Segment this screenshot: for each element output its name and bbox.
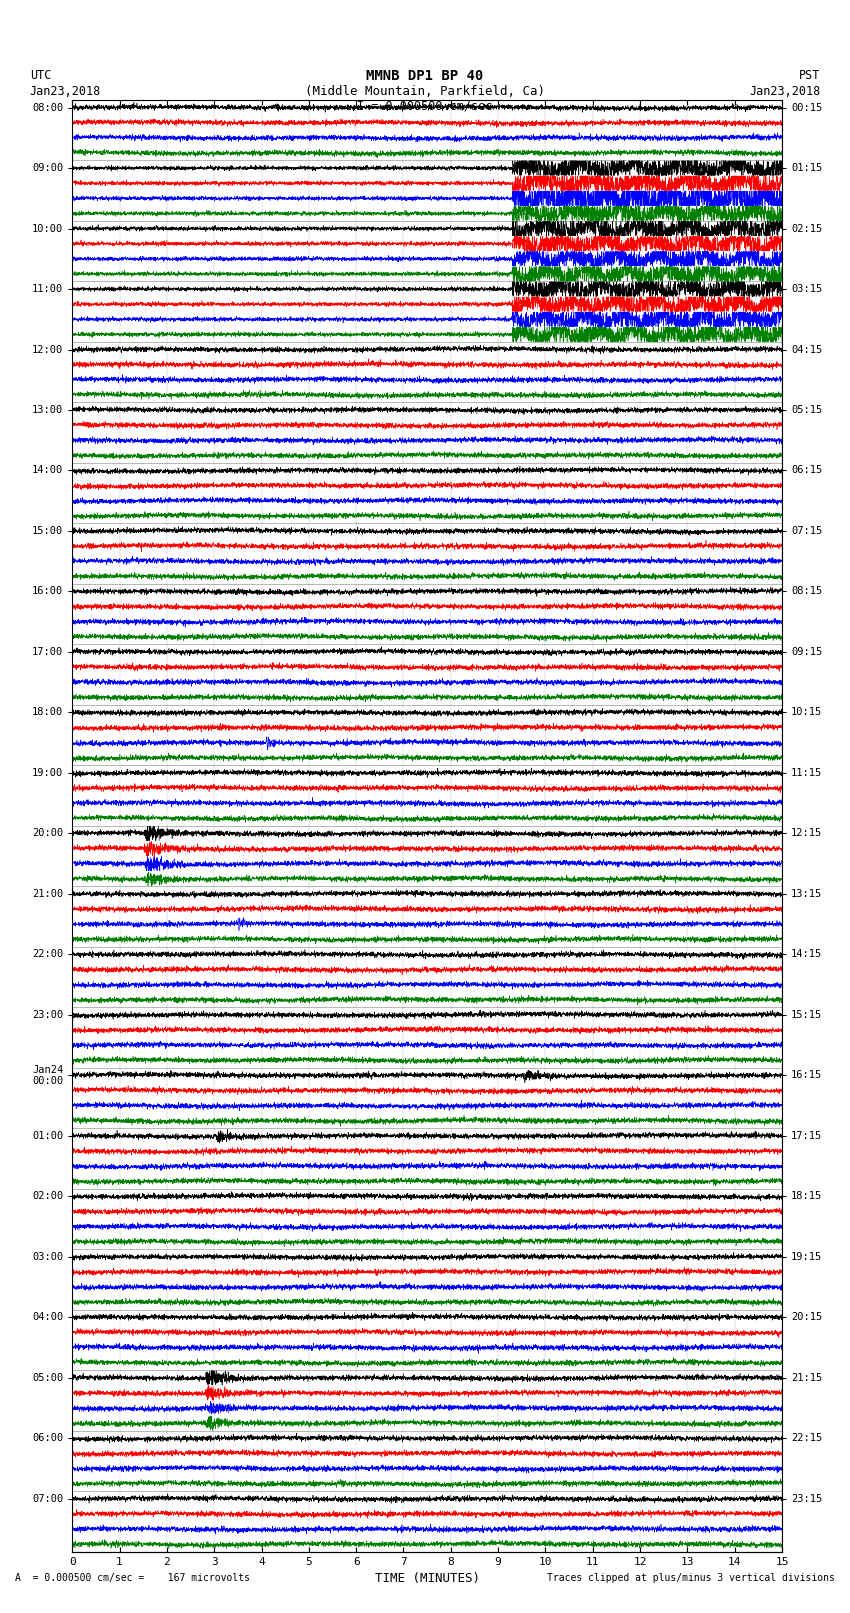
- Text: MMNB DP1 BP 40: MMNB DP1 BP 40: [366, 69, 484, 82]
- Text: UTC: UTC: [30, 69, 51, 82]
- X-axis label: TIME (MINUTES): TIME (MINUTES): [375, 1573, 479, 1586]
- Text: (Middle Mountain, Parkfield, Ca): (Middle Mountain, Parkfield, Ca): [305, 84, 545, 98]
- Text: Traces clipped at plus/minus 3 vertical divisions: Traces clipped at plus/minus 3 vertical …: [547, 1573, 835, 1582]
- Text: I = 0.000500 cm/sec: I = 0.000500 cm/sec: [357, 100, 493, 113]
- Text: Jan23,2018: Jan23,2018: [30, 84, 101, 98]
- Text: Jan23,2018: Jan23,2018: [749, 84, 820, 98]
- Text: PST: PST: [799, 69, 820, 82]
- Text: A  = 0.000500 cm/sec =    167 microvolts: A = 0.000500 cm/sec = 167 microvolts: [15, 1573, 250, 1582]
